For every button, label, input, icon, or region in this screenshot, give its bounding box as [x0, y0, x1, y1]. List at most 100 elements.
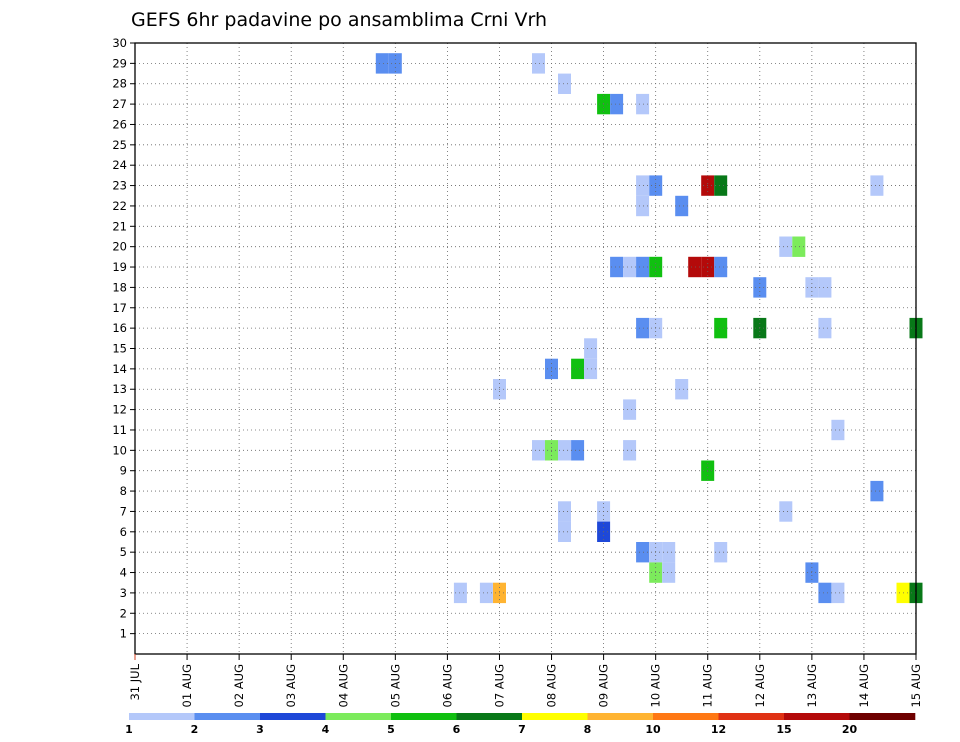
y-tick-label: 3	[120, 586, 127, 600]
x-tick-label: 14 AUG	[857, 664, 871, 707]
colorbar-swatch	[653, 713, 719, 720]
heatmap-cell-14	[779, 236, 793, 257]
colorbar-swatch	[325, 713, 392, 720]
heatmap-cell-52	[636, 542, 650, 563]
y-tick-label: 10	[112, 443, 127, 457]
x-tick-label: 09 AUG	[597, 664, 611, 707]
y-tick-label: 9	[120, 464, 127, 478]
y-tick-label: 1	[120, 627, 127, 641]
heatmap-cell-63	[831, 582, 845, 604]
heatmap-cell-40	[532, 440, 545, 461]
colorbar-swatch	[522, 713, 588, 720]
heatmap-cell-13	[675, 195, 689, 217]
y-tick-label: 25	[112, 138, 127, 152]
y-tick-label: 21	[112, 219, 127, 233]
x-tick-label: 31 JUL	[128, 663, 142, 700]
heatmap-cell-3	[558, 73, 571, 94]
colorbar-swatch	[194, 713, 261, 720]
x-tick-label: 05 AUG	[388, 664, 402, 707]
y-tick-label: 12	[112, 403, 127, 417]
colorbar-label: 1	[125, 723, 133, 736]
heatmap-cell-59	[453, 582, 467, 604]
colorbar-swatch	[849, 713, 916, 720]
heatmap-cell-16	[610, 256, 624, 278]
heatmap-cell-60	[479, 582, 493, 604]
y-tick-label: 7	[120, 504, 127, 518]
y-tick-label: 5	[120, 545, 127, 559]
y-tick-label: 19	[112, 260, 127, 274]
heatmap-cell-42	[558, 440, 571, 461]
heatmap-cell-0	[375, 53, 389, 74]
x-tick-label: 01 AUG	[180, 664, 194, 707]
heatmap-cell-47	[558, 501, 571, 522]
colorbar-swatch	[784, 713, 850, 720]
colorbar-swatch	[718, 713, 785, 720]
chart-title: GEFS 6hr padavine po ansamblima Crni Vrh	[131, 9, 547, 31]
heatmap-cell-62	[818, 582, 832, 604]
colorbar-swatch	[129, 713, 195, 720]
y-axis: 1234567891011121314151617181920212223242…	[112, 36, 135, 641]
grid-lines	[135, 43, 916, 654]
heatmap-cell-17	[623, 256, 637, 278]
heatmap-cell-37	[675, 379, 689, 400]
heatmap-cell-57	[662, 562, 676, 583]
colorbar-label: 5	[387, 723, 395, 736]
y-tick-label: 18	[112, 280, 127, 294]
heatmap-cell-54	[662, 542, 676, 563]
heatmap-cell-43	[571, 440, 585, 461]
y-tick-label: 23	[112, 179, 127, 193]
x-tick-label: 07 AUG	[492, 664, 506, 707]
heatmap-cell-50	[558, 521, 571, 542]
heatmap-cell-22	[714, 256, 728, 278]
y-tick-label: 8	[120, 484, 127, 498]
y-tick-label: 4	[120, 566, 127, 580]
heatmap-cell-12	[636, 195, 650, 217]
y-tick-label: 22	[112, 199, 127, 213]
heatmap-cell-32	[584, 338, 598, 359]
heatmap-cell-28	[714, 317, 728, 339]
heatmap-cell-25	[818, 277, 832, 298]
heatmap-cell-38	[623, 399, 637, 420]
heatmap-cell-34	[571, 358, 585, 380]
colorbar-label: 8	[584, 723, 592, 736]
heatmap-cell-39	[831, 419, 845, 441]
y-tick-label: 29	[112, 56, 127, 70]
heatmap-cells	[375, 53, 923, 604]
x-tick-label: 04 AUG	[336, 664, 350, 707]
heatmap-cell-6	[636, 93, 650, 115]
y-tick-label: 14	[112, 362, 127, 376]
colorbar: 1 2 3 4 5 6 7 8 10 12 15 20	[125, 713, 916, 736]
colorbar-label: 20	[842, 723, 858, 736]
y-tick-label: 20	[112, 240, 127, 254]
y-tick-label: 26	[112, 117, 127, 131]
colorbar-swatch	[391, 713, 457, 720]
y-tick-label: 16	[112, 321, 127, 335]
heatmap-cell-46	[870, 480, 884, 502]
y-tick-label: 24	[112, 158, 127, 172]
x-tick-label: 13 AUG	[805, 664, 819, 707]
heatmap-cell-26	[636, 317, 650, 339]
x-tick-label: 11 AUG	[701, 664, 715, 707]
y-tick-label: 15	[112, 342, 127, 356]
heatmap-cell-20	[688, 256, 702, 278]
y-tick-label: 30	[112, 36, 127, 50]
heatmap-cell-18	[636, 256, 650, 278]
colorbar-label: 3	[256, 723, 264, 736]
colorbar-swatch	[587, 713, 654, 720]
y-tick-label: 28	[112, 77, 127, 91]
y-tick-label: 6	[120, 525, 127, 539]
heatmap-cell-11	[870, 175, 884, 196]
heatmap-cell-5	[610, 93, 624, 115]
heatmap-cell-30	[818, 317, 832, 339]
x-tick-label: 02 AUG	[232, 664, 246, 707]
y-tick-label: 27	[112, 97, 127, 111]
y-tick-label: 2	[120, 606, 127, 620]
colorbar-label: 2	[191, 723, 199, 736]
x-axis: 31 JUL 01 AUG 02 AUG 03 AUG 04 AUG 05 AUG 06 A…	[128, 654, 923, 707]
y-tick-label: 13	[112, 382, 127, 396]
heatmap-cell-7	[636, 175, 650, 196]
heatmap-cell-55	[714, 542, 728, 563]
heatmap-cell-10	[714, 175, 728, 196]
heatmap-cell-49	[779, 501, 793, 522]
